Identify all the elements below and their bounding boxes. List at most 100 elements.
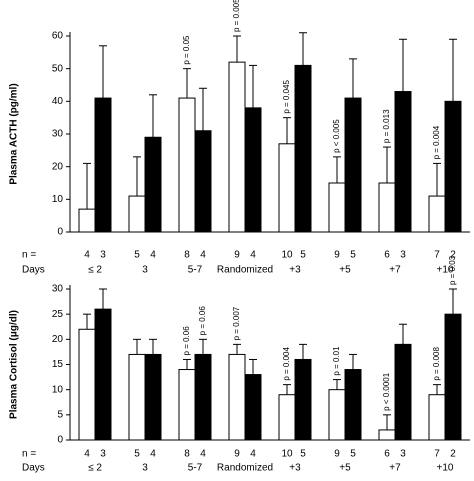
bar [344, 369, 362, 441]
n-value: 5 [300, 250, 306, 261]
p-annotation: p = 0.06 [198, 306, 207, 336]
y-tick-label: 40 [52, 96, 64, 107]
category-label: +5 [339, 463, 351, 474]
y-tick-label: 20 [52, 161, 64, 172]
n-value: 7 [434, 250, 440, 261]
category-label: +5 [339, 265, 351, 276]
n-value: 10 [281, 250, 293, 261]
days-label: Days [22, 463, 45, 474]
bar [278, 394, 296, 441]
bar [94, 308, 112, 441]
bar [328, 389, 346, 441]
y-axis-label: Plasma Cortisol (μg/dl) [9, 310, 20, 419]
bar [394, 91, 412, 233]
n-value: 9 [334, 449, 340, 460]
bar [294, 358, 312, 441]
n-value: 4 [250, 250, 256, 261]
category-label: ≤ 2 [88, 265, 102, 276]
bar [428, 195, 446, 233]
n-value: 7 [434, 449, 440, 460]
n-value: 2 [450, 449, 456, 460]
n-label: n = [22, 250, 36, 261]
bar [228, 353, 246, 441]
category-label: +3 [289, 265, 301, 276]
n-value: 3 [100, 449, 106, 460]
p-annotation: p = 0.008 [432, 346, 441, 380]
bar [444, 100, 462, 233]
n-value: 9 [334, 250, 340, 261]
p-annotation: p < 0.005 [332, 119, 341, 153]
category-label: Randomized [217, 463, 273, 474]
n-value: 2 [450, 250, 456, 261]
n-value: 4 [250, 449, 256, 460]
n-value: 5 [350, 449, 356, 460]
p-annotation: p = 0.005 [232, 0, 241, 32]
n-value: 4 [84, 449, 90, 460]
p-annotation: p = 0.004 [282, 346, 291, 380]
p-annotation: p = 0.05 [182, 35, 191, 65]
n-value: 4 [200, 449, 206, 460]
n-value: 5 [350, 250, 356, 261]
bar [194, 130, 212, 233]
y-tick-label: 30 [52, 129, 64, 140]
bar [178, 369, 196, 441]
y-tick-label: 10 [52, 384, 64, 395]
n-value: 4 [200, 250, 206, 261]
y-tick-label: 5 [57, 409, 63, 420]
p-annotation: p < 0.0001 [382, 372, 391, 411]
category-label: 5-7 [188, 463, 203, 474]
category-label: +7 [389, 265, 401, 276]
bar [144, 136, 162, 233]
bar [78, 328, 96, 441]
n-value: 6 [384, 250, 390, 261]
n-value: 4 [150, 250, 156, 261]
y-tick-label: 0 [57, 227, 63, 238]
y-tick-label: 50 [52, 63, 64, 74]
bar [144, 353, 162, 441]
n-value: 5 [300, 449, 306, 460]
bar [294, 64, 312, 233]
bar [278, 143, 296, 233]
category-label: +3 [289, 463, 301, 474]
n-value: 4 [150, 449, 156, 460]
p-annotation: p = 0.007 [232, 306, 241, 340]
bar [244, 107, 262, 233]
p-annotation: p = 0.004 [432, 125, 441, 159]
bar [128, 195, 146, 233]
n-value: 9 [234, 449, 240, 460]
category-label: 5-7 [188, 265, 203, 276]
days-label: Days [22, 265, 45, 276]
bar [194, 353, 212, 441]
n-value: 3 [100, 250, 106, 261]
bar [78, 208, 96, 233]
bar [428, 394, 446, 441]
bar [444, 313, 462, 441]
y-tick-label: 25 [52, 309, 64, 320]
bar [378, 182, 396, 233]
category-label: +7 [389, 463, 401, 474]
n-value: 6 [384, 449, 390, 460]
n-label: n = [22, 449, 36, 460]
p-annotation: p = 0.045 [282, 80, 291, 114]
bar [244, 374, 262, 441]
n-value: 8 [184, 449, 190, 460]
p-annotation: p = 0.03 [448, 255, 457, 285]
category-label: 3 [142, 463, 148, 474]
n-value: 10 [281, 449, 293, 460]
n-value: 3 [400, 449, 406, 460]
n-value: 9 [234, 250, 240, 261]
y-tick-label: 0 [57, 435, 63, 446]
bar [378, 429, 396, 441]
bar [328, 182, 346, 233]
category-label: Randomized [217, 265, 273, 276]
y-tick-label: 30 [52, 284, 64, 295]
category-label: ≤ 2 [88, 463, 102, 474]
y-tick-label: 60 [52, 31, 64, 42]
p-annotation: p = 0.01 [332, 346, 341, 376]
y-tick-label: 15 [52, 359, 64, 370]
n-value: 5 [134, 449, 140, 460]
bar [344, 97, 362, 233]
y-tick-label: 20 [52, 334, 64, 345]
category-label: +10 [437, 463, 454, 474]
